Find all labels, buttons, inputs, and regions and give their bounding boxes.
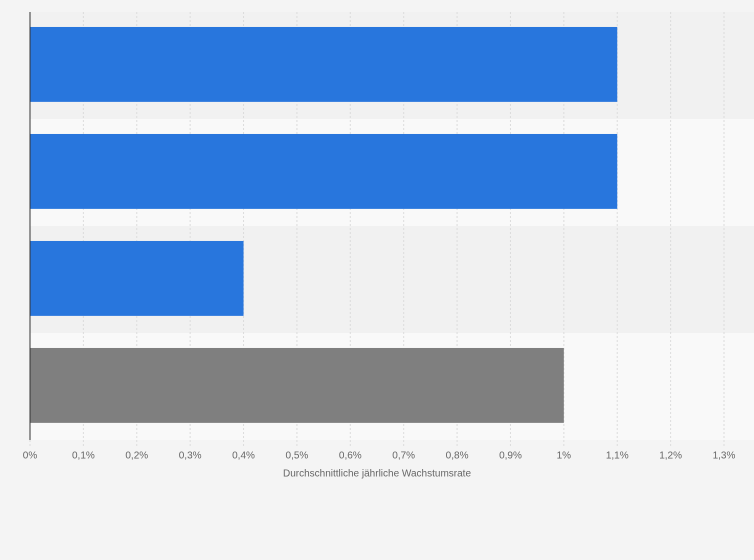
bar [30, 240, 244, 316]
bar [30, 347, 564, 423]
x-tick-label: 0,5% [286, 451, 309, 462]
x-tick-label: 0% [23, 451, 38, 462]
x-tick-label: 0,2% [125, 451, 148, 462]
x-tick-label: 0,9% [499, 451, 522, 462]
x-tick-label: 0,4% [232, 451, 255, 462]
x-tick-label: 0,6% [339, 451, 362, 462]
x-tick-label: 0,7% [392, 451, 415, 462]
x-tick-label: 0,3% [179, 451, 202, 462]
x-tick-label: 0,8% [446, 451, 469, 462]
bar [30, 26, 618, 102]
x-tick-label: 1% [557, 451, 572, 462]
x-axis-label: Durchschnittliche jährliche Wachstumsrat… [283, 469, 471, 480]
x-tick-label: 0,1% [72, 451, 95, 462]
x-tick-label: 1,2% [659, 451, 682, 462]
x-tick-label: 1,1% [606, 451, 629, 462]
x-tick-label: 1,3% [713, 451, 736, 462]
bar [30, 133, 618, 209]
